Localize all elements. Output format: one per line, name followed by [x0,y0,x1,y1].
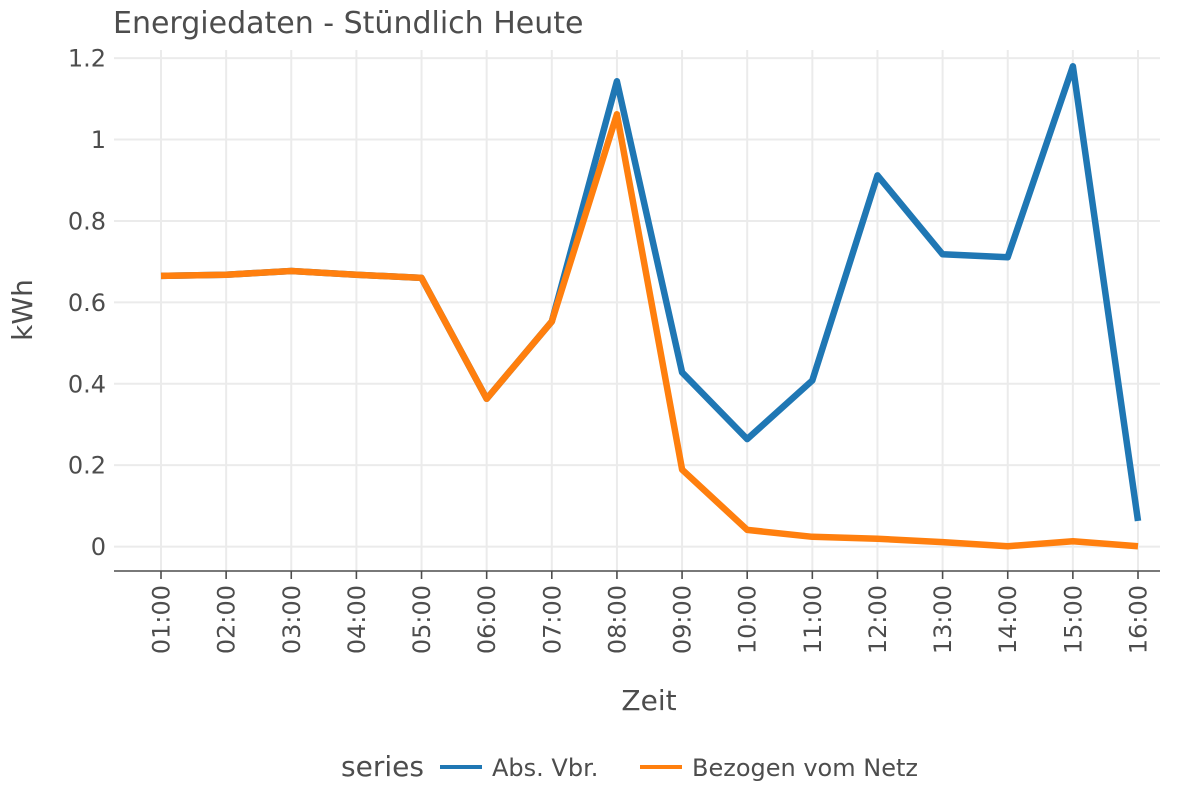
y-tick-label: 0.8 [68,207,106,235]
y-tick-label: 0.4 [68,370,106,398]
legend-title: series [341,750,424,783]
y-tick-label: 0.2 [68,452,106,480]
x-axis-title: Zeit [621,684,676,717]
y-axis-title: kWh [6,279,39,341]
y-tick-labels: 0 0.2 0.4 0.6 0.8 1 1.2 [68,45,106,561]
y-tick-label: 1 [91,126,106,154]
x-tick-label: 16:00 [1125,585,1153,654]
legend-item-bezogen-vom-netz[interactable]: Bezogen vom Netz [640,754,918,782]
series-lines [160,63,1142,550]
y-tick-label: 0 [91,533,106,561]
x-tick-label: 03:00 [278,585,306,654]
y-tick-label: 0.6 [68,289,106,317]
x-tick-label: 13:00 [929,585,957,654]
x-tick-label: 12:00 [864,585,892,654]
x-tick-label: 08:00 [603,585,631,654]
x-tick-label: 10:00 [734,585,762,654]
x-gridlines [160,50,1139,571]
x-tick-label: 09:00 [669,585,697,654]
x-tick-label: 05:00 [408,585,436,654]
x-tick-label: 06:00 [473,585,501,654]
legend: series Abs. Vbr. Bezogen vom Netz [341,750,918,783]
y-tick-label: 1.2 [68,45,106,73]
series-line-bezogen-vom-netz [160,111,1139,550]
x-tick-label: 07:00 [538,585,566,654]
chart-title: Energiedaten - Stündlich Heute [113,6,583,41]
legend-label: Bezogen vom Netz [692,754,918,782]
x-tick-label: 02:00 [213,585,241,654]
x-tick-label: 01:00 [148,585,176,654]
y-gridlines [114,57,1160,548]
x-tick-label: 15:00 [1059,585,1087,654]
legend-items: Abs. Vbr. Bezogen vom Netz [440,754,918,782]
legend-label: Abs. Vbr. [492,754,598,782]
legend-item-abs-vbr[interactable]: Abs. Vbr. [440,754,598,782]
x-axis-ticks: 01:00 02:00 03:00 04:00 05:00 06:00 07:00 08:00… [148,571,1153,654]
x-tick-label: 14:00 [994,585,1022,654]
x-tick-label: 11:00 [799,585,827,654]
x-tick-label: 04:00 [343,585,371,654]
